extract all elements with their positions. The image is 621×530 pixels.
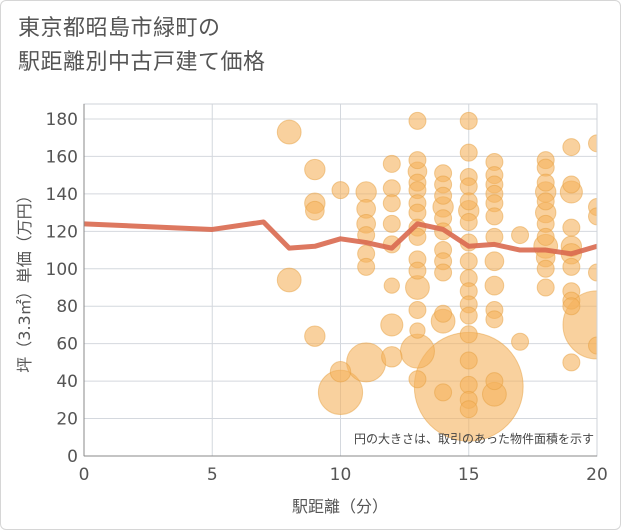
x-tick-label: 10 [330, 465, 352, 485]
bubble-point [536, 173, 555, 192]
x-tick-label: 15 [458, 465, 480, 485]
bubble-point [434, 263, 453, 282]
bubble-size-note: 円の大きさは、取引のあった物件面積を示す [354, 431, 594, 446]
x-tick-label: 20 [586, 465, 608, 485]
bubble-point [484, 275, 505, 296]
y-tick-label: 20 [56, 410, 78, 430]
bubble-point [408, 111, 427, 130]
axes [83, 103, 598, 457]
bubble-point [382, 214, 401, 233]
average-price-line [84, 219, 597, 257]
y-tick-label: 120 [46, 222, 78, 242]
y-tick-label: 0 [67, 447, 78, 467]
chart-title-line1: 東京都昭島市緑町の [18, 16, 221, 41]
bubble-point [399, 333, 435, 369]
bubble-point [485, 207, 504, 226]
bubble-point [357, 257, 376, 276]
bubble-point [562, 218, 581, 237]
bubble-point [459, 400, 478, 419]
y-tick-label: 140 [46, 185, 78, 205]
bubble-point [459, 325, 478, 344]
chart-title: 東京都昭島市緑町の 駅距離別中古戸建て価格 [18, 12, 266, 80]
bubble-point [331, 181, 350, 200]
bubble-point [588, 263, 597, 282]
tick-labels: 0 20 40 60 80 100 120 140 160 180 0 5 10 15 20 [46, 110, 608, 485]
bubble-point [408, 203, 427, 222]
bubble-point [459, 177, 478, 196]
bubble-point [562, 257, 581, 276]
bubble-point [434, 186, 453, 205]
y-tick-label: 40 [56, 372, 78, 392]
bubble-point [305, 200, 325, 221]
bubble-point [536, 278, 555, 297]
bubble-point [434, 304, 453, 323]
bubble-point [536, 227, 555, 246]
bubble-point [409, 322, 426, 339]
bubble-point [408, 261, 427, 280]
bubble-point [383, 277, 400, 294]
bubble-point [536, 192, 555, 211]
chart-title-line2: 駅距離別中古戸建て価格 [18, 50, 266, 75]
bubble-point [485, 310, 504, 329]
bubble-point [459, 143, 478, 162]
x-tick-label: 0 [79, 465, 90, 485]
bubble-point [562, 353, 581, 372]
y-tick-label: 80 [56, 297, 78, 317]
bubble-point [381, 346, 403, 368]
bubble-point [588, 207, 597, 226]
bubble-point [459, 192, 478, 211]
bubble-point [329, 361, 352, 383]
bubble-point [408, 300, 427, 319]
bubble-point [459, 375, 478, 394]
bubble-point [459, 212, 478, 231]
bubble-point [485, 372, 504, 391]
bubble-point [562, 297, 581, 316]
bubble-point [382, 194, 401, 213]
bubble-point [346, 342, 387, 383]
y-tick-label: 160 [46, 147, 78, 167]
x-axis-label: 駅距離（分） [292, 497, 388, 516]
bubble-point [382, 179, 401, 198]
bubble-point [511, 226, 530, 245]
y-tick-label: 180 [46, 110, 78, 130]
bubble-point [304, 158, 326, 181]
y-tick-label: 100 [46, 260, 78, 280]
bubble-point [562, 175, 581, 194]
bubble-point [536, 259, 555, 278]
bubble-point [459, 252, 478, 271]
bubble-point [536, 158, 555, 177]
bubble-layer [276, 111, 597, 442]
bubble-point [408, 370, 427, 389]
bubble-point [459, 111, 478, 130]
y-axis-label: 坪（3.3㎡）単価（万円） [15, 187, 34, 372]
bubble-point [588, 134, 597, 153]
bubble-point [434, 383, 453, 402]
y-tick-label: 60 [56, 335, 78, 355]
bubble-point [511, 332, 530, 351]
bubble-point [382, 154, 401, 173]
average-line-layer [84, 219, 597, 257]
bubble-point [408, 227, 427, 246]
bubble-point [562, 138, 581, 157]
bubble-point [304, 325, 326, 347]
bubble-point [380, 313, 404, 337]
bubble-point [588, 336, 597, 355]
x-tick-label: 5 [207, 465, 218, 485]
bubble-point [276, 267, 302, 293]
bubble-point [276, 119, 302, 145]
bubble-point [484, 251, 505, 272]
bubble-point [459, 351, 478, 370]
bubble-point [408, 151, 427, 170]
bubble-point [459, 306, 478, 325]
